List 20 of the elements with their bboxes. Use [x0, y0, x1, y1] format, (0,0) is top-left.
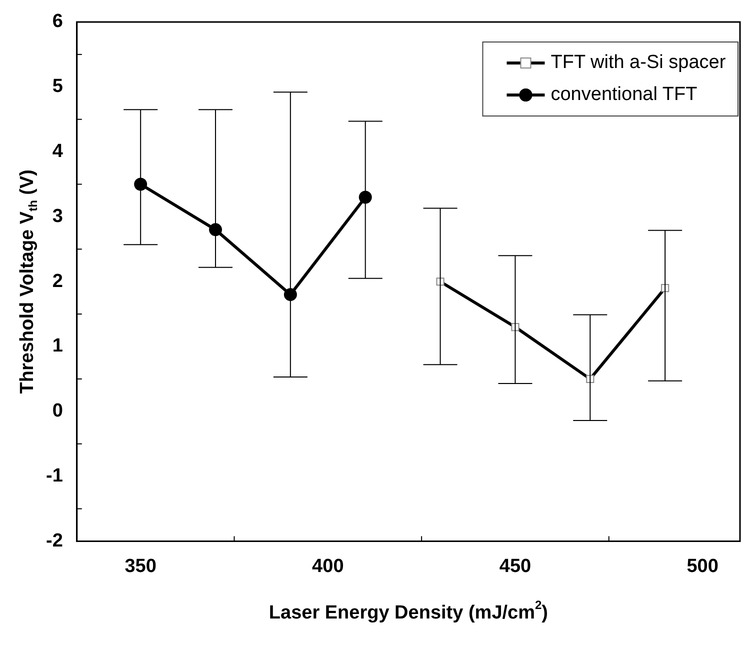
y-tick-label: -1 — [46, 466, 64, 487]
x-tick-label: 400 — [312, 556, 344, 577]
point — [134, 178, 148, 191]
x-tick-label: 450 — [499, 556, 532, 577]
y-tick-label: 1 — [52, 336, 64, 357]
y-tick-label: 0 — [52, 400, 63, 422]
y-axis-title: Threshold Voltage Vth (V) — [17, 169, 40, 394]
legend-label: TFT with a-Si spacer — [550, 52, 726, 74]
y-tick-label: 5 — [52, 76, 64, 98]
point — [284, 288, 297, 302]
point — [209, 223, 222, 236]
x-tick-label: 500 — [686, 556, 718, 577]
point — [358, 190, 372, 204]
y-tick-label: 2 — [52, 270, 63, 292]
y-tick-label: -2 — [46, 530, 63, 552]
y-tick-label: 4 — [52, 141, 64, 162]
y-tick-label: 3 — [52, 206, 63, 227]
legend-label: conventional TFT — [550, 84, 698, 106]
x-tick-label: 350 — [124, 556, 156, 577]
y-tick-label: 6 — [52, 11, 63, 32]
